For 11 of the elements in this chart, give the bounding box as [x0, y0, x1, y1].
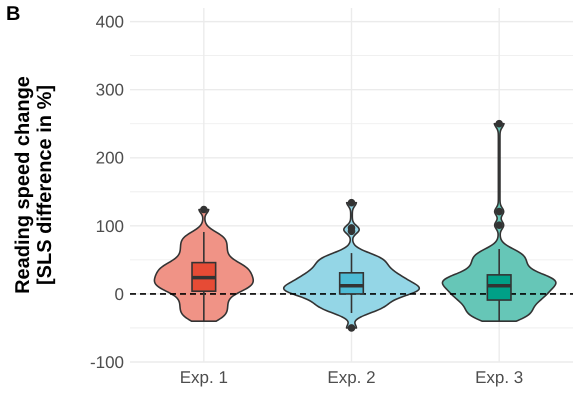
y-tick-label: 100 — [96, 216, 124, 236]
y-tick-label: 400 — [96, 12, 124, 32]
text: B — [6, 3, 20, 25]
x-tick-label: Exp. 2 — [327, 368, 376, 387]
y-tick-label: 200 — [96, 148, 124, 168]
x-tick-label: Exp. 1 — [180, 368, 228, 387]
y-tick-label: 300 — [96, 80, 124, 100]
x-tick-label: Exp. 3 — [475, 368, 524, 387]
y-tick-label: 0 — [114, 284, 124, 304]
y-tick-label: -100 — [90, 352, 124, 372]
y-axis-title: Reading speed change [SLS difference in %] — [12, 76, 56, 294]
